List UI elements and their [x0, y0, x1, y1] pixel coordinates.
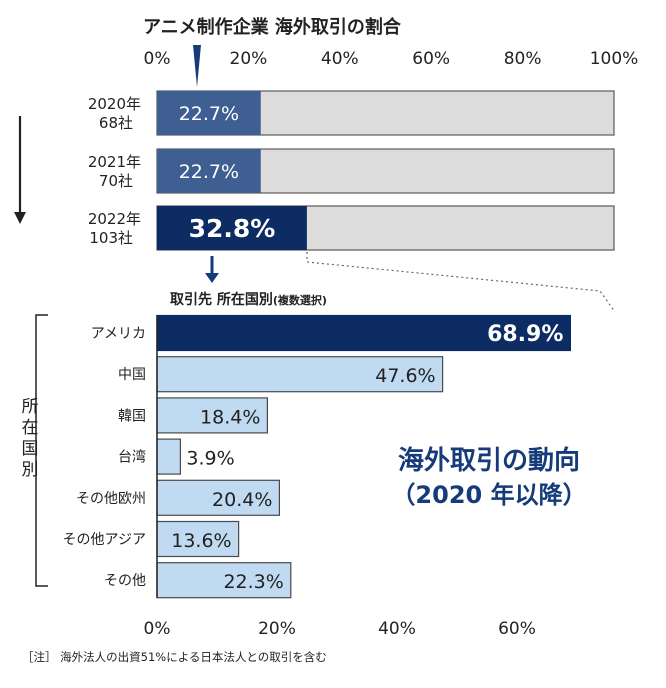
bottom-bar: [156, 562, 292, 599]
top-x-tick-label: 60%: [412, 49, 450, 69]
top-category-count: 103社: [89, 229, 133, 247]
top-category-year: 2021年: [88, 153, 141, 171]
top-bar: [157, 206, 307, 250]
zoom-connector: [306, 252, 616, 313]
top-bar-value-label: 22.7%: [179, 161, 239, 183]
bottom-bar: [156, 397, 269, 434]
bottom-category-label: その他欧州: [76, 491, 146, 507]
bottom-bar-value-label: 13.6%: [171, 530, 231, 552]
year-trend-arrow: [14, 116, 26, 224]
top-bar-value-label: 22.7%: [179, 103, 239, 125]
top-bar: [157, 91, 261, 135]
bottom-category-label: アメリカ: [91, 326, 146, 342]
top-chart-title: アニメ制作企業 海外取引の割合: [143, 16, 402, 38]
top-category-count: 68社: [99, 114, 133, 132]
group-bracket: [35, 314, 48, 587]
top-x-tick-label: 100%: [590, 49, 639, 69]
pointer-marker: [193, 45, 201, 87]
top-category-year: 2020年: [88, 95, 141, 113]
bottom-bar-value-label: 20.4%: [212, 489, 272, 511]
breakdown-arrow: [205, 256, 219, 283]
annotation-subtitle: （2020 年以降）: [391, 481, 586, 509]
bottom-chart-title: 取引先 所在国別(複数選択): [170, 291, 327, 308]
partner-country-chart: 取引先 所在国別(複数選択) 所在国別 アメリカ 68.9% 中国 47.6% 韓国 18…: [22, 291, 587, 639]
bottom-bar-value-label: 3.9%: [186, 448, 234, 470]
bottom-bar: [156, 520, 240, 558]
overseas-share-chart: アニメ制作企業 海外取引の割合 0% 20% 40% 60% 80% 100% 2020年…: [14, 16, 639, 313]
bottom-bar: [156, 356, 444, 393]
bottom-category-label: その他: [104, 573, 146, 589]
bottom-category-label: その他アジア: [63, 532, 146, 548]
top-bar-value-label: 32.8%: [189, 214, 276, 243]
bottom-bar: [156, 438, 181, 475]
bottom-x-tick-label: 20%: [258, 619, 296, 639]
bottom-x-tick-label: 0%: [144, 619, 171, 639]
bottom-bar-value-label: 22.3%: [223, 571, 283, 593]
top-x-tick-label: 80%: [504, 49, 542, 69]
top-category-count: 70社: [99, 172, 133, 190]
bottom-chart-title-note: (複数選択): [273, 293, 327, 307]
top-x-tick-label: 40%: [321, 49, 359, 69]
bottom-bar-value-label: 18.4%: [200, 406, 260, 428]
bottom-category-label: 台湾: [118, 449, 146, 466]
bottom-x-tick-label: 40%: [378, 619, 416, 639]
bottom-category-label: 韓国: [118, 408, 146, 424]
top-x-tick-label: 20%: [230, 49, 268, 69]
top-category-year: 2022年: [88, 210, 141, 228]
bottom-category-label: 中国: [118, 367, 146, 383]
bottom-bar: [156, 314, 571, 352]
bottom-bar-value-label: 47.6%: [375, 365, 435, 387]
annotation-title: 海外取引の動向: [398, 445, 580, 476]
top-x-tick-label: 0%: [144, 49, 171, 69]
footnote: ［注］ 海外法人の出資51%による日本法人との取引を含む: [22, 650, 327, 664]
group-label: 所在国別: [22, 397, 39, 480]
bottom-bar-value-label: 68.9%: [487, 322, 563, 347]
top-bar: [157, 149, 261, 193]
bottom-x-tick-label: 60%: [498, 619, 536, 639]
